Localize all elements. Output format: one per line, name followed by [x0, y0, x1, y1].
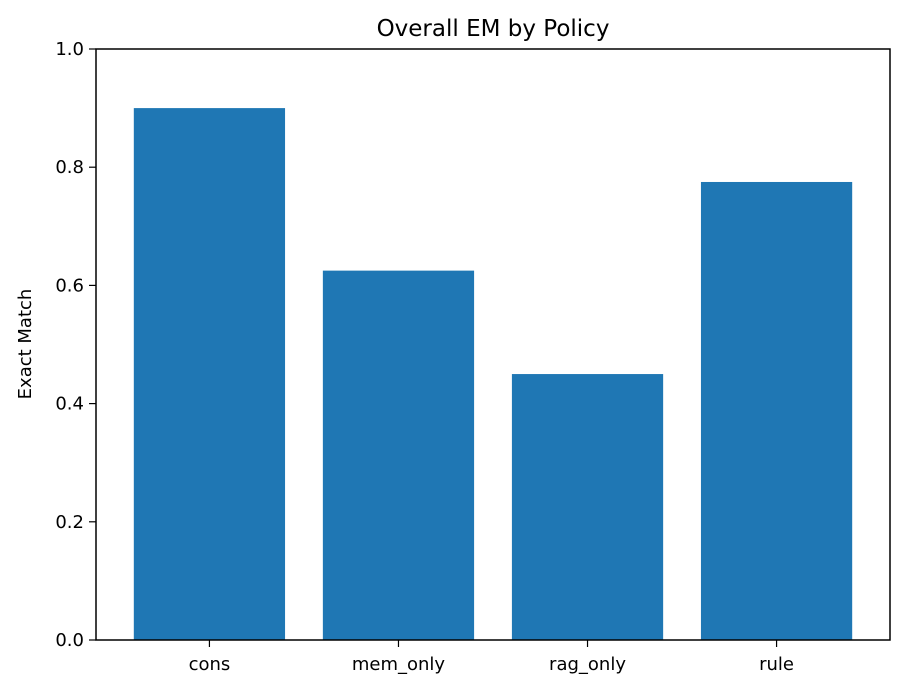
y-tick-label: 0.0 [55, 630, 84, 651]
bar-cons [133, 108, 286, 641]
x-tick-label: rule [759, 654, 794, 675]
y-axis-label: Exact Match [15, 289, 36, 400]
bar-rule [700, 181, 853, 640]
plot-frame [95, 48, 891, 641]
axes-layer: cons mem_only rag_only rule 0.0 0.2 0.4 0.6 0.8 1… [55, 39, 794, 675]
bar-mem-only [322, 270, 475, 640]
y-tick-label: 0.6 [55, 275, 84, 296]
y-tick-label: 1.0 [55, 39, 84, 60]
y-tick-label: 0.2 [55, 512, 84, 533]
y-tick-label: 0.8 [55, 157, 84, 178]
bars-layer [133, 108, 853, 641]
y-tick-label: 0.4 [55, 394, 84, 415]
x-tick-label: mem_only [352, 654, 446, 675]
chart-title: Overall EM by Policy [377, 16, 610, 42]
x-tick-label: rag_only [549, 654, 626, 675]
x-tick-label: cons [189, 654, 231, 675]
bar-rag-only [511, 374, 664, 640]
